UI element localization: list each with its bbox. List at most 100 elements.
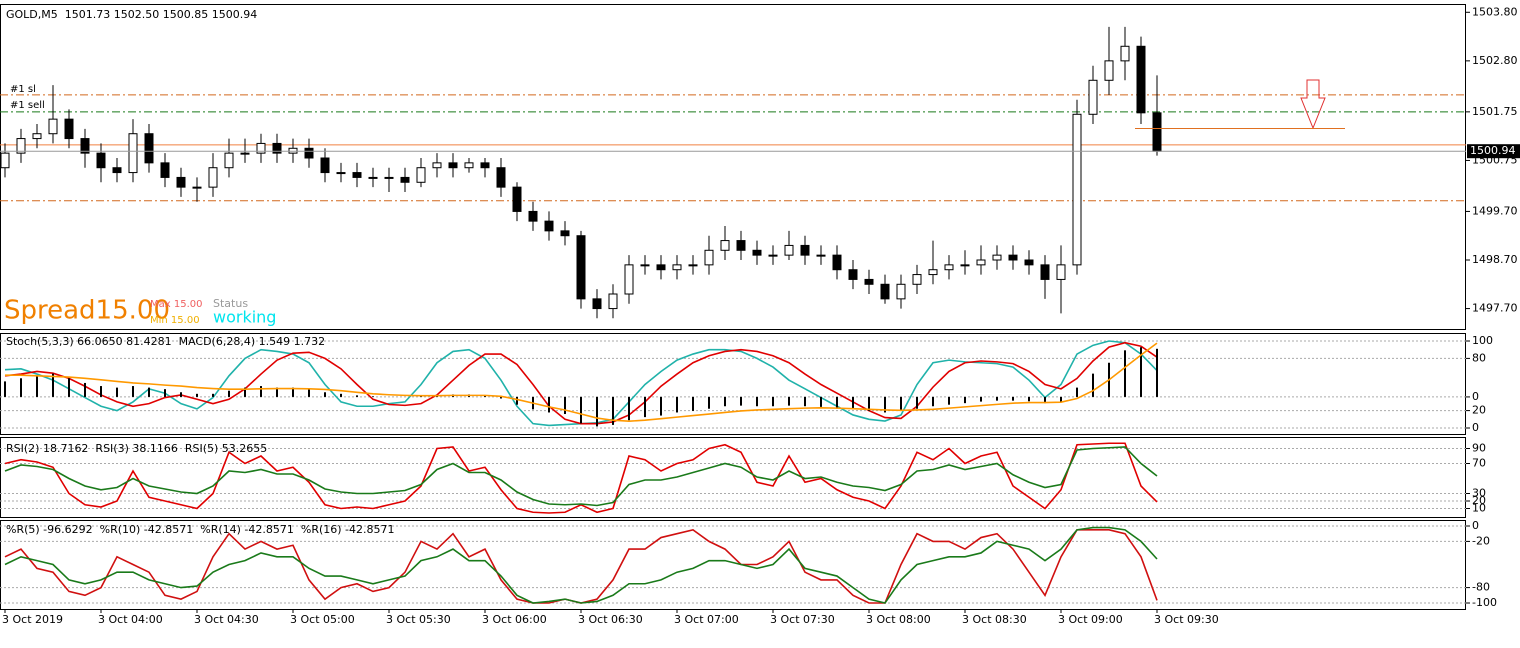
candle-body [160, 162, 170, 178]
candle-body [272, 142, 282, 154]
candle-body [816, 254, 826, 257]
candle-body [640, 264, 650, 267]
candle-body [912, 274, 922, 285]
candle-body [96, 152, 106, 169]
candle-body [864, 278, 874, 285]
y-tick-label: 1503.80 [1472, 5, 1518, 18]
candle-body [992, 254, 1002, 261]
y-tick-label: 1498.70 [1472, 253, 1518, 266]
x-tick-label: 3 Oct 09:30 [1154, 613, 1219, 626]
rsi-panel [0, 437, 1466, 518]
candle-body [832, 254, 842, 271]
x-tick-label: 3 Oct 05:30 [386, 613, 451, 626]
candle-body [128, 133, 138, 174]
candle-body [1088, 79, 1098, 115]
y-tick-label: 1501.75 [1472, 105, 1518, 118]
x-tick-label: 3 Oct 08:30 [962, 613, 1027, 626]
status-label: Status [213, 297, 248, 310]
indicator-line [4, 446, 1158, 507]
candle-body [208, 167, 218, 188]
candle-body [304, 147, 314, 159]
candle-body [320, 157, 330, 174]
y-tick-label: -20 [1472, 534, 1490, 547]
candle-body [592, 298, 602, 310]
candle-body [80, 138, 90, 154]
candle-body [944, 264, 954, 271]
y-tick-label: 0 [1472, 390, 1479, 403]
candle-body [256, 142, 266, 154]
x-tick-label: 3 Oct 04:00 [98, 613, 163, 626]
status-value: working [213, 308, 276, 327]
candle-body [672, 264, 682, 271]
plot-layer: 1503.801502.801501.751500.751499.701498.… [0, 5, 1520, 626]
candle-body [656, 264, 666, 271]
candle-body [736, 240, 746, 251]
candle-body [352, 172, 362, 178]
candle-body [1120, 45, 1130, 62]
x-tick-label: 3 Oct 2019 [2, 613, 63, 626]
indicator-line [4, 526, 1158, 604]
candle-body [192, 186, 202, 189]
main-header: GOLD,M5 1501.73 1502.50 1500.85 1500.94 [6, 8, 257, 21]
y-tick-label: 10 [1472, 502, 1486, 515]
candle-body [608, 293, 618, 310]
rsi-header: RSI(2) 18.7162 RSI(3) 38.1166 RSI(5) 53.… [6, 442, 267, 455]
indicator-line [5, 342, 1158, 422]
candle-body [544, 220, 554, 232]
candle-body [1024, 259, 1034, 266]
price-box [1467, 144, 1520, 159]
candle-body [752, 249, 762, 256]
candle-body [688, 264, 698, 267]
candle-body [800, 244, 810, 256]
max-label: Max 15.00 [150, 299, 202, 310]
candle-body [976, 259, 986, 266]
x-tick-label: 3 Oct 07:30 [770, 613, 835, 626]
candle-body [528, 210, 538, 222]
sell-arrow [1300, 79, 1326, 130]
candle-body [240, 152, 250, 155]
candle-body [336, 172, 346, 175]
candle-body [1104, 60, 1114, 81]
order-label: #1 sell [10, 100, 45, 111]
y-tick-label: 100 [1472, 334, 1493, 347]
main-panel [0, 4, 1466, 330]
candle-body [224, 152, 234, 169]
candle-body [928, 269, 938, 276]
candle-body [464, 162, 474, 169]
candle-body [624, 264, 634, 295]
price-label: 1500.94 [1470, 144, 1516, 157]
candle-body [880, 283, 890, 300]
spread-label: Spread15.00 [4, 296, 170, 326]
y-tick-label: -100 [1472, 596, 1497, 609]
candle-body [32, 133, 42, 140]
min-label: Min 15.00 [150, 315, 200, 326]
y-tick-label: 1499.70 [1472, 204, 1518, 217]
wpr-header: %R(5) -96.6292 %R(10) -42.8571 %R(14) -4… [6, 523, 395, 536]
candle-body [768, 254, 778, 257]
y-tick-label: 70 [1472, 457, 1486, 470]
candle-body [368, 176, 378, 179]
candle-body [720, 240, 730, 251]
x-tick-label: 3 Oct 08:00 [866, 613, 931, 626]
candle-body [416, 167, 426, 183]
stoch-panel [0, 333, 1466, 435]
y-tick-label: 0 [1472, 519, 1479, 532]
candle-body [64, 118, 74, 140]
candle-body [384, 176, 394, 179]
y-tick-label: 80 [1472, 351, 1486, 364]
order-label: #1 sl [10, 84, 36, 95]
stoch-header: Stoch(5,3,3) 66.0650 81.4281 MACD(6,28,4… [6, 335, 325, 348]
candle-body [496, 167, 506, 188]
candle-body [848, 269, 858, 280]
y-tick-label: 0 [1472, 421, 1479, 434]
indicator-line [4, 528, 1158, 604]
candle-body [432, 162, 442, 169]
candle-body [448, 162, 458, 169]
candle-body [896, 283, 906, 300]
candle-body [176, 176, 186, 188]
y-tick-label: -80 [1472, 581, 1490, 594]
candle-body [480, 162, 490, 169]
x-tick-label: 3 Oct 05:00 [290, 613, 355, 626]
